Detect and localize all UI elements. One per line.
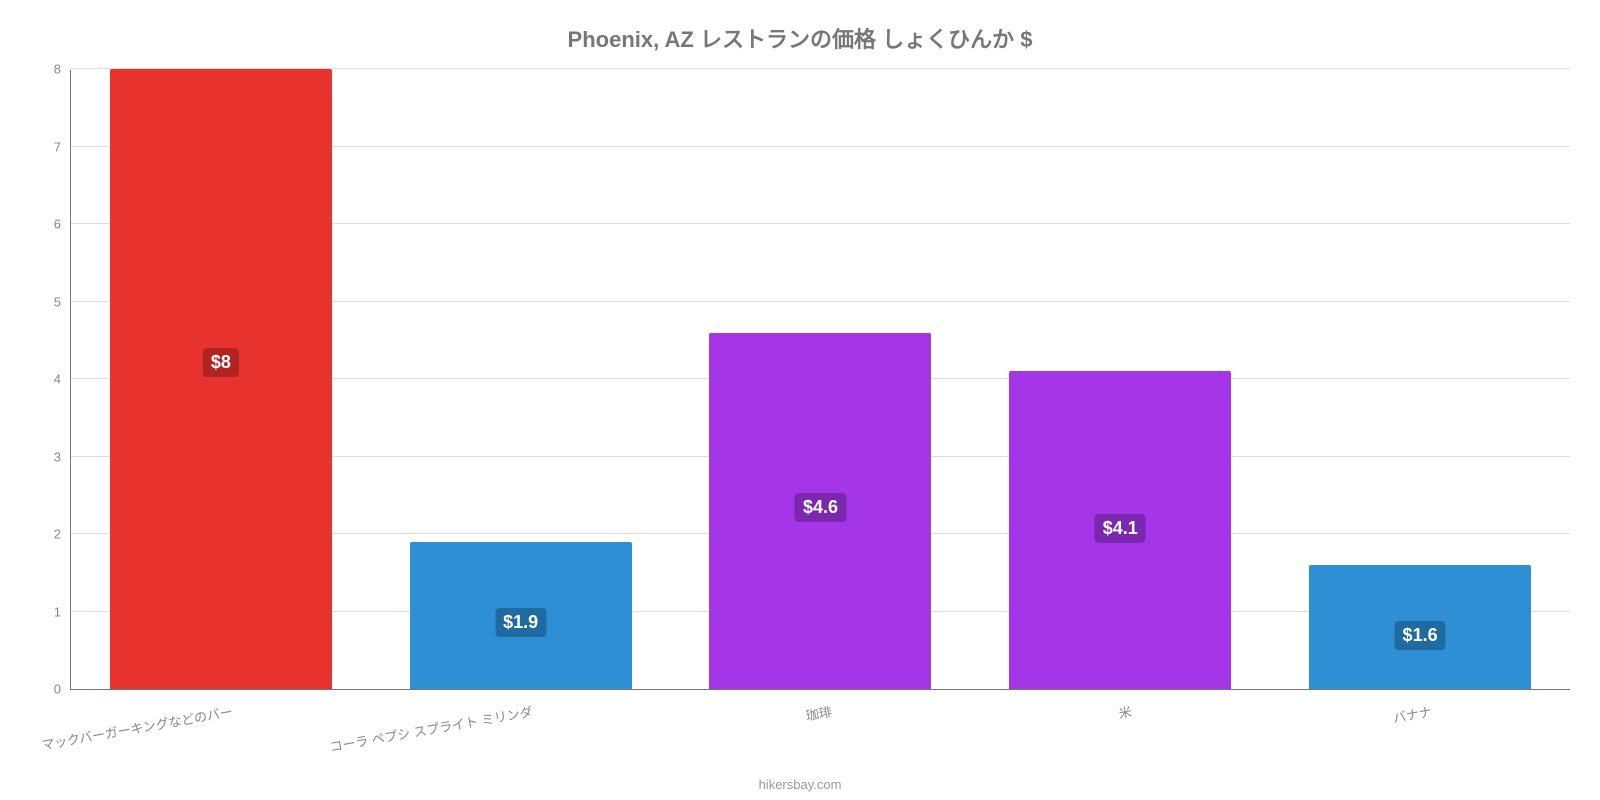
x-tick-label: バナナ: [1392, 701, 1434, 726]
x-tick-label: マックバーガーキングなどのバー: [40, 701, 234, 753]
credit-text: hikersbay.com: [0, 777, 1600, 792]
bar: $1.6: [1309, 565, 1531, 689]
bar-slot: $4.1米: [970, 70, 1270, 689]
y-tick-label: 1: [54, 604, 71, 619]
y-tick-label: 0: [54, 682, 71, 697]
bar: $8: [110, 69, 332, 689]
bar: $4.1: [1009, 371, 1231, 689]
x-tick-label: コーラ ペプシ スプライト ミリンダ: [328, 701, 534, 755]
x-tick-label: 珈琲: [805, 701, 834, 724]
bar-value-label: $1.6: [1395, 621, 1446, 650]
y-tick-label: 5: [54, 294, 71, 309]
plot-area: $8マックバーガーキングなどのバー$1.9コーラ ペプシ スプライト ミリンダ$…: [70, 70, 1570, 690]
y-tick-label: 8: [54, 62, 71, 77]
y-tick-label: 3: [54, 449, 71, 464]
y-tick-label: 4: [54, 372, 71, 387]
bar-slot: $4.6珈琲: [671, 70, 971, 689]
bars-container: $8マックバーガーキングなどのバー$1.9コーラ ペプシ スプライト ミリンダ$…: [71, 70, 1570, 689]
price-bar-chart: Phoenix, AZ レストランの価格 しょくひんか $ $8マックバーガーキ…: [0, 0, 1600, 800]
bar-slot: $1.9コーラ ペプシ スプライト ミリンダ: [371, 70, 671, 689]
bar-value-label: $4.1: [1095, 514, 1146, 543]
x-tick-label: 米: [1117, 701, 1133, 722]
bar: $1.9: [410, 542, 632, 689]
bar: $4.6: [709, 333, 931, 690]
y-tick-label: 6: [54, 217, 71, 232]
y-tick-label: 7: [54, 139, 71, 154]
bar-value-label: $1.9: [495, 608, 546, 637]
bar-slot: $8マックバーガーキングなどのバー: [71, 70, 371, 689]
bar-slot: $1.6バナナ: [1270, 70, 1570, 689]
bar-value-label: $8: [203, 348, 239, 377]
bar-value-label: $4.6: [795, 493, 846, 522]
y-tick-label: 2: [54, 527, 71, 542]
chart-title: Phoenix, AZ レストランの価格 しょくひんか $: [0, 22, 1600, 54]
